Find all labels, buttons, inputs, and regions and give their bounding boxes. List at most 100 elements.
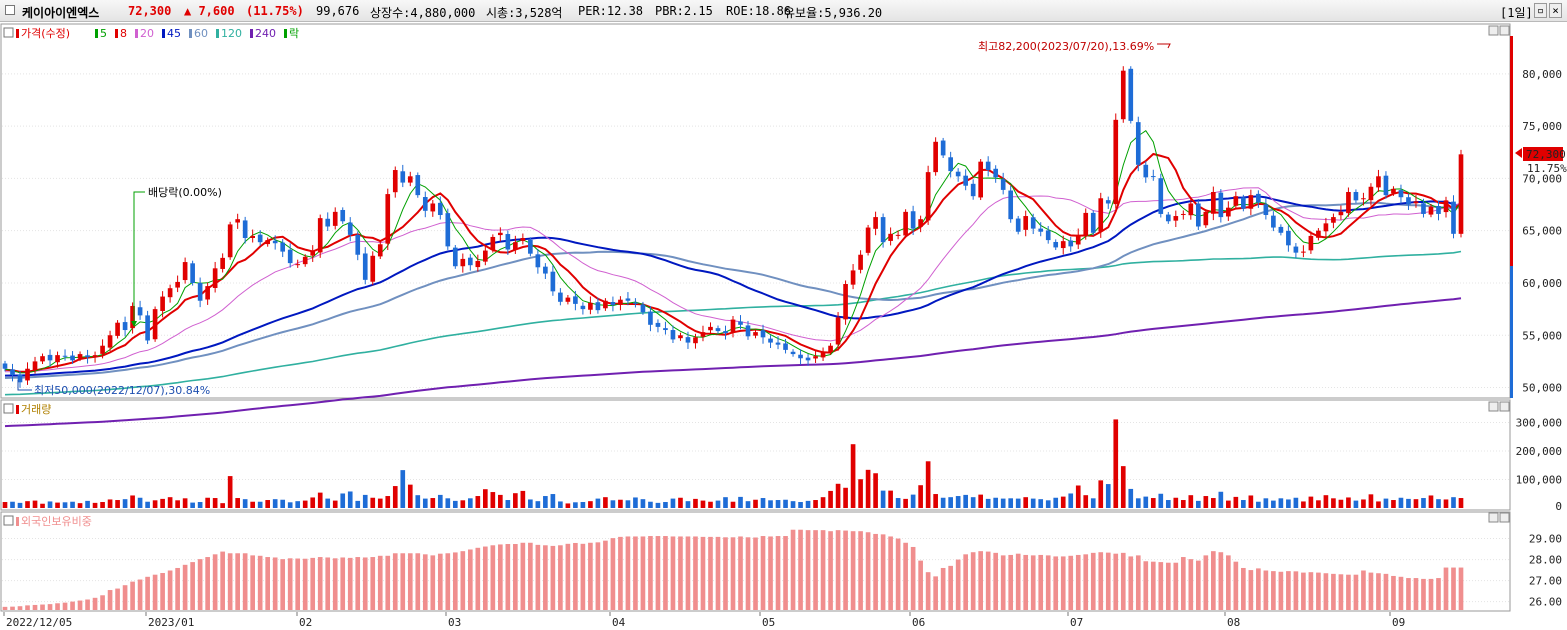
candle-body (1398, 190, 1404, 198)
candle-body (190, 263, 195, 283)
candle-body (633, 302, 638, 304)
foreign-bar (1233, 561, 1239, 610)
candle (1428, 204, 1434, 218)
ma-120-line (4, 250, 1462, 396)
foreign-title: 외국인보유비중 (21, 515, 92, 528)
foreign-bar (1428, 578, 1434, 610)
foreign-bar (317, 557, 323, 610)
volume-bar (940, 497, 946, 508)
candle (467, 254, 473, 271)
candle-body (1023, 216, 1029, 230)
candle-body (1271, 215, 1276, 228)
foreign-bar (1060, 556, 1066, 610)
candle-body (550, 271, 556, 292)
candle (1436, 200, 1441, 221)
candle (167, 284, 173, 303)
foreign-bar (1406, 578, 1411, 610)
candle-body (1218, 192, 1224, 218)
candle (873, 211, 878, 236)
candle-body (588, 302, 593, 310)
candle (415, 172, 421, 198)
foreign-bar (550, 545, 556, 610)
candle (790, 349, 796, 357)
candle-body (1248, 195, 1254, 209)
volume-bar (1451, 497, 1456, 508)
chart-checkbox[interactable] (5, 5, 15, 15)
legend-swatch-6 (216, 29, 219, 38)
volume-bar (1060, 496, 1066, 508)
foreign-bar (355, 557, 361, 610)
candle (47, 349, 53, 367)
candle (813, 349, 818, 363)
ex-dividend-label: 배당락(0.00%) (148, 186, 222, 199)
candle-body (1098, 198, 1104, 232)
candle-body (963, 175, 968, 186)
candle-body (1030, 217, 1036, 229)
candle-body (1120, 70, 1126, 120)
candle (1211, 186, 1216, 221)
foreign-bar (595, 542, 601, 610)
candle-body (1368, 186, 1374, 201)
candle-body (610, 302, 616, 305)
candle (655, 319, 661, 333)
candle-body (1338, 211, 1344, 216)
foreign-bar (385, 555, 391, 610)
candle-body (1383, 175, 1389, 196)
foreign-bar (873, 533, 878, 610)
candle-body (535, 254, 541, 268)
foreign-bar (993, 552, 999, 610)
volume-bar (1218, 491, 1224, 508)
foreign-tick-label: 26.00 (1529, 596, 1562, 609)
candle-body (70, 355, 75, 361)
volume-bar (235, 498, 240, 508)
volume-bar (1391, 500, 1396, 508)
foreign-bar (1211, 551, 1216, 610)
candle (220, 253, 225, 273)
volume-bar (430, 498, 436, 508)
foreign-bar (955, 559, 961, 610)
foreign-bar (625, 536, 631, 610)
candle (437, 196, 443, 220)
candle-body (445, 213, 451, 247)
volume-bar (925, 461, 931, 508)
volume-bar (317, 492, 323, 508)
volume-panel-buttons[interactable] (1488, 401, 1510, 412)
period-selector[interactable]: [1일] (1500, 6, 1533, 20)
foreign-panel-frame (0, 511, 1511, 612)
candle-body (888, 233, 893, 241)
candle (197, 277, 203, 308)
candle-body (227, 224, 233, 258)
foreign-bar (693, 536, 698, 610)
candle-body (1180, 213, 1186, 215)
restore-button[interactable]: ▫ (1534, 3, 1547, 18)
foreign-bar (1120, 552, 1126, 610)
candle-body (1188, 203, 1194, 216)
volume-bar (70, 501, 75, 508)
foreign-bar (633, 536, 638, 610)
foreign-bar (903, 542, 908, 610)
candle (723, 325, 728, 340)
volume-bar (332, 500, 338, 508)
candle (940, 137, 946, 159)
foreign-bar (1008, 554, 1014, 610)
foreign-bar (783, 536, 788, 610)
price-panel-buttons[interactable] (1488, 25, 1510, 36)
foreign-bar (1188, 559, 1194, 610)
foreign-bar (40, 604, 45, 610)
price-legend: 가격(수정) 5 8 20 45 60 120 240 락 (3, 27, 299, 40)
legend-swatch-0 (16, 29, 19, 38)
volume-bar (1458, 498, 1464, 508)
foreign-bar (130, 581, 135, 610)
volume-bar (25, 501, 30, 508)
volume-bar (190, 502, 195, 508)
volume-bar (77, 503, 83, 508)
close-button[interactable]: × (1549, 3, 1562, 18)
volume-bar (47, 501, 53, 508)
foreign-bar (1143, 561, 1149, 610)
candle (1316, 228, 1321, 241)
volume-bar (355, 500, 361, 508)
current-price-tag: 72,300 11.75% (1515, 147, 1567, 175)
volume-bar (1045, 500, 1051, 508)
foreign-bar (895, 538, 901, 610)
foreign-panel-buttons[interactable] (1488, 512, 1510, 523)
